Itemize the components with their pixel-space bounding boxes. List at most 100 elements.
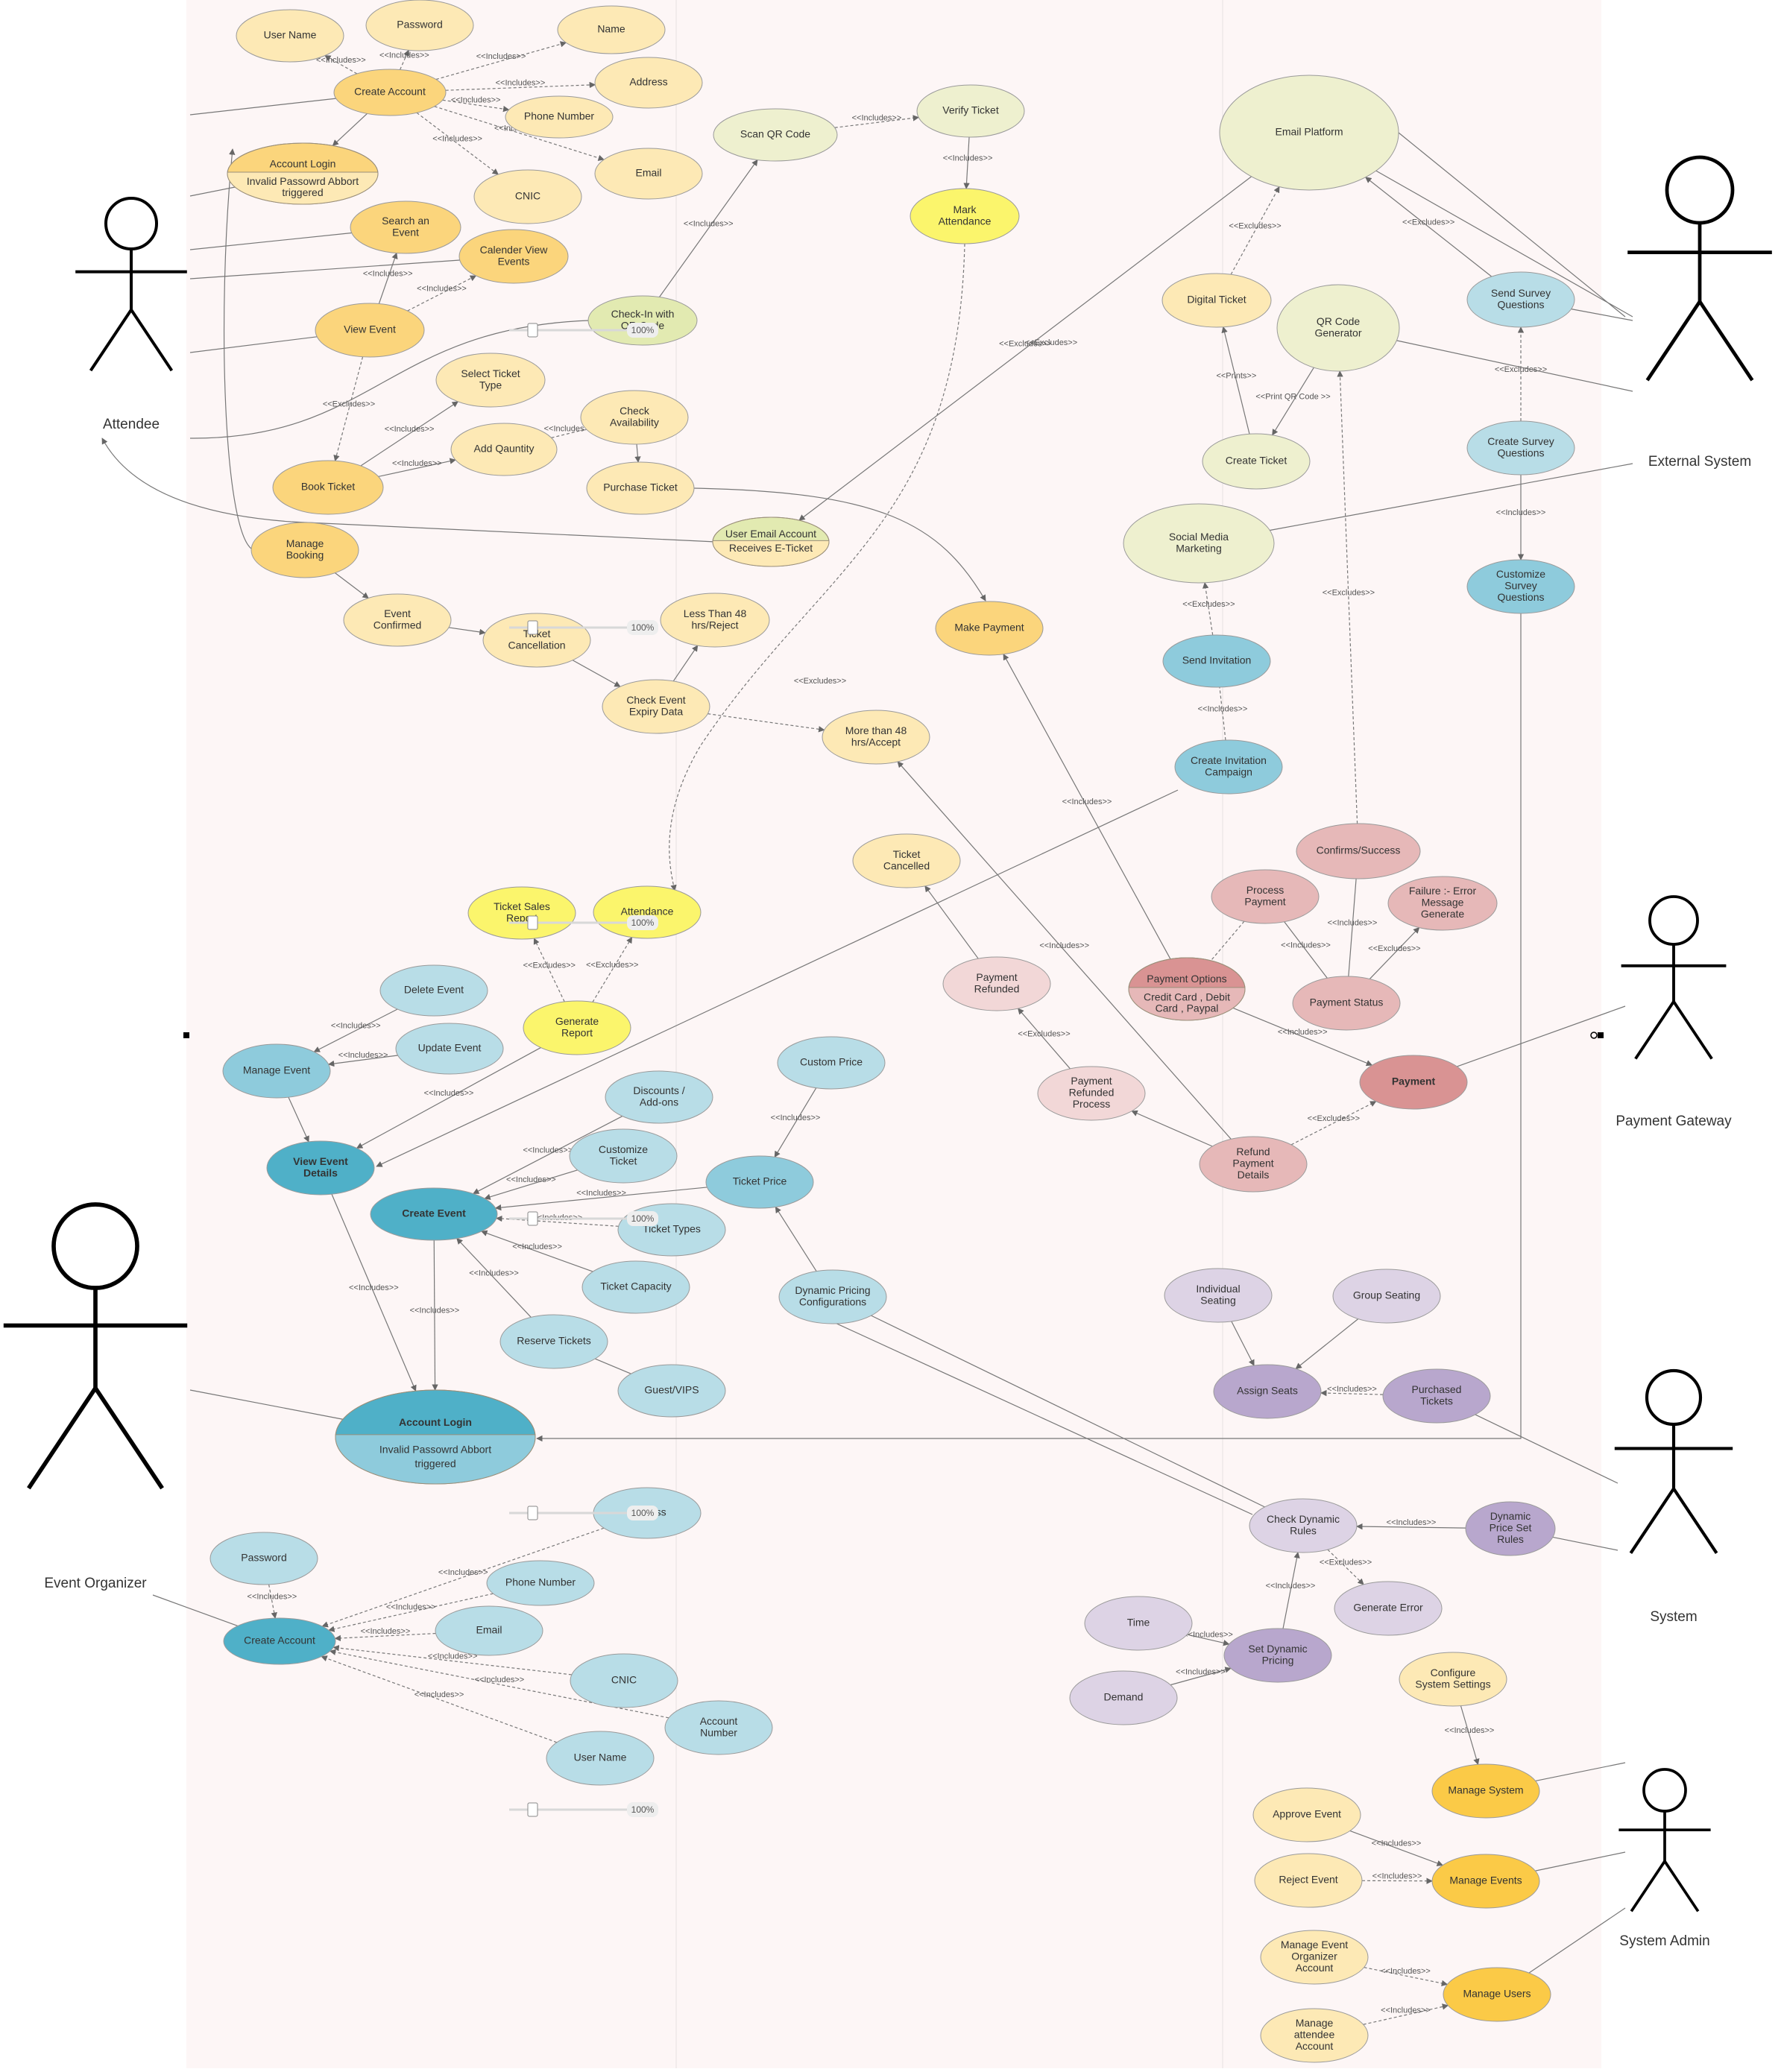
usecase-add-qty[interactable]: Add Qauntity — [451, 423, 557, 476]
usecase-digital-ticket[interactable]: Digital Ticket — [1162, 274, 1271, 327]
usecase-make-payment[interactable]: Make Payment — [936, 601, 1043, 655]
usecase-verify[interactable]: Verify Ticket — [917, 85, 1024, 137]
usecase-a-address[interactable]: Address — [595, 57, 702, 108]
usecase-send-invite[interactable]: Send Invitation — [1163, 635, 1270, 687]
usecase-label: Account — [700, 1715, 738, 1727]
usecase-o-email[interactable]: Email — [435, 1606, 543, 1655]
usecase-payment[interactable]: Payment — [1360, 1055, 1467, 1109]
actor-system[interactable]: System — [1615, 1371, 1733, 1625]
usecase-purchase[interactable]: Purchase Ticket — [587, 462, 694, 514]
usecase-label: Questions — [1497, 446, 1544, 458]
usecase-approve[interactable]: Approve Event — [1253, 1788, 1361, 1842]
usecase-o-cnic[interactable]: CNIC — [570, 1654, 678, 1708]
zoom-slider-handle[interactable] — [528, 1803, 538, 1816]
usecase-discounts[interactable]: Discounts /Add-ons — [605, 1071, 713, 1123]
usecase-a-username[interactable]: User Name — [236, 10, 344, 62]
usecase-a-phone[interactable]: Phone Number — [505, 96, 613, 138]
usecase-confirms[interactable]: Confirms/Success — [1296, 824, 1420, 879]
usecase-reserve[interactable]: Reserve Tickets — [500, 1315, 608, 1368]
actor-organizer[interactable]: Event Organizer — [4, 1204, 187, 1591]
usecase-ticket-price[interactable]: Ticket Price — [706, 1156, 813, 1208]
usecase-o-username[interactable]: User Name — [546, 1731, 654, 1785]
actor-admin[interactable]: System Admin — [1618, 1769, 1710, 1949]
usecase-o-create[interactable]: Create Account — [224, 1618, 335, 1664]
usecase-a-name[interactable]: Name — [558, 6, 665, 54]
actor-attendee[interactable]: Attendee — [75, 198, 187, 432]
usecase-create-event[interactable]: Create Event — [371, 1188, 497, 1240]
usecase-delete-event[interactable]: Delete Event — [380, 965, 488, 1016]
zoom-slider-handle[interactable] — [528, 1212, 538, 1225]
zoom-slider-handle[interactable] — [528, 621, 538, 634]
usecase-o-password[interactable]: Password — [210, 1532, 318, 1585]
usecase-demand[interactable]: Demand — [1070, 1671, 1177, 1725]
usecase-guest[interactable]: Guest/VIPS — [618, 1365, 725, 1417]
usecase-ticket-capacity[interactable]: Ticket Capacity — [582, 1261, 690, 1313]
zoom-slider-handle[interactable] — [528, 916, 538, 929]
usecase-create-ticket[interactable]: Create Ticket — [1203, 434, 1310, 489]
usecase-gen-error[interactable]: Generate Error — [1334, 1582, 1442, 1635]
usecase-assign[interactable]: Assign Seats — [1214, 1365, 1321, 1418]
usecase-time[interactable]: Time — [1085, 1596, 1192, 1650]
usecase-manage-events[interactable]: Manage Events — [1432, 1854, 1539, 1908]
usecase-a-password[interactable]: Password — [366, 0, 473, 51]
usecase-manage-event[interactable]: Manage Event — [223, 1044, 330, 1098]
usecase-manage-users[interactable]: Manage Users — [1443, 1968, 1551, 2021]
usecase-reject[interactable]: Reject Event — [1255, 1854, 1362, 1907]
usecase-payment-status[interactable]: Payment Status — [1293, 976, 1400, 1030]
usecase-a-cnic[interactable]: CNIC — [474, 170, 581, 224]
usecase-book[interactable]: Book Ticket — [273, 461, 383, 514]
usecase-a-create[interactable]: Create Account — [334, 69, 446, 116]
usecase-manage-system[interactable]: Manage System — [1432, 1764, 1539, 1818]
actor-gateway[interactable]: Payment Gateway — [1616, 897, 1732, 1129]
usecase-group[interactable]: Group Seating — [1333, 1269, 1440, 1323]
usecase-scanqr[interactable]: Scan QR Code — [713, 109, 837, 161]
usecase-o-phone[interactable]: Phone Number — [487, 1561, 594, 1605]
usecase-a-view[interactable]: View Event — [315, 303, 424, 357]
usecase-custom-price[interactable]: Custom Price — [778, 1037, 885, 1089]
usecase-email-platform[interactable]: Email Platform — [1220, 75, 1399, 190]
usecase-update-event[interactable]: Update Event — [396, 1023, 503, 1074]
zoom-slider-handle[interactable] — [528, 323, 538, 337]
usecase-a-email[interactable]: Email — [595, 148, 702, 199]
zoom-slider-handle[interactable] — [528, 1506, 538, 1520]
usecase-checkin[interactable]: Check-In withQR Code — [588, 296, 697, 345]
usecase-attendance[interactable]: Attendance — [593, 886, 701, 938]
actor-external[interactable]: External System — [1627, 157, 1772, 470]
